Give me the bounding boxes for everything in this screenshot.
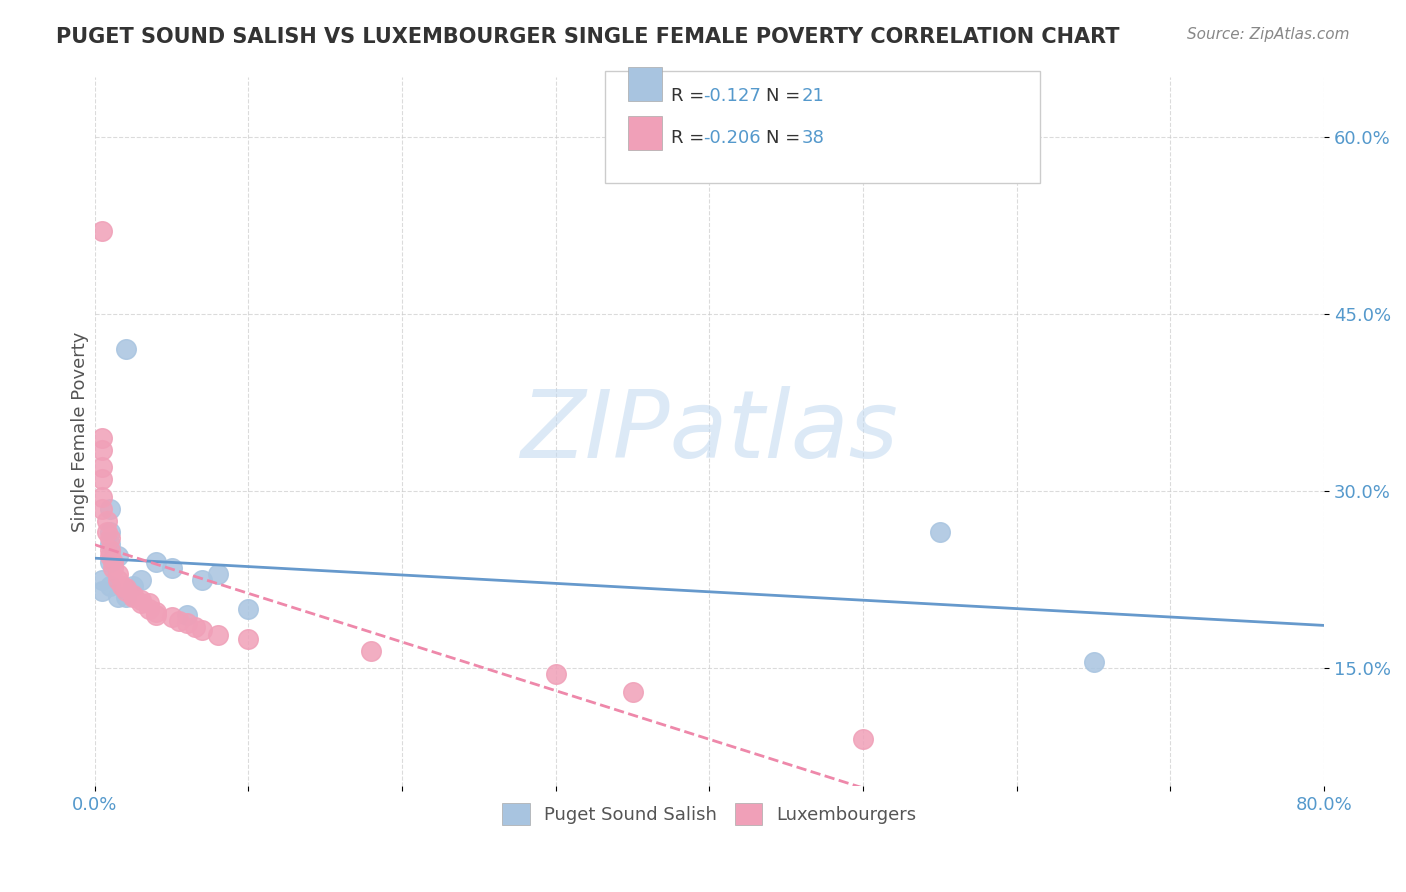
Text: R =: R = xyxy=(671,87,710,104)
Point xyxy=(145,605,167,619)
Point xyxy=(207,566,229,581)
Point xyxy=(176,616,198,631)
Point xyxy=(138,602,160,616)
Point xyxy=(238,632,260,646)
Text: ZIPatlas: ZIPatlas xyxy=(520,386,898,477)
Point xyxy=(98,501,121,516)
Point xyxy=(96,514,118,528)
Point xyxy=(91,472,114,486)
Point xyxy=(114,343,136,357)
Point xyxy=(207,628,229,642)
Text: 21: 21 xyxy=(801,87,824,104)
Point xyxy=(96,525,118,540)
Point xyxy=(98,555,121,569)
Point xyxy=(91,584,114,599)
Point xyxy=(91,460,114,475)
Text: PUGET SOUND SALISH VS LUXEMBOURGER SINGLE FEMALE POVERTY CORRELATION CHART: PUGET SOUND SALISH VS LUXEMBOURGER SINGL… xyxy=(56,27,1119,46)
Point xyxy=(98,531,121,545)
Point xyxy=(122,578,145,592)
Point xyxy=(91,442,114,457)
Point xyxy=(183,620,205,634)
Point xyxy=(91,431,114,445)
Point xyxy=(98,549,121,563)
Y-axis label: Single Female Poverty: Single Female Poverty xyxy=(72,332,89,533)
Point xyxy=(91,224,114,238)
Text: N =: N = xyxy=(766,87,806,104)
Point xyxy=(122,591,145,605)
Point xyxy=(103,561,125,575)
Text: Source: ZipAtlas.com: Source: ZipAtlas.com xyxy=(1187,27,1350,42)
Point xyxy=(191,624,214,638)
Point xyxy=(107,591,129,605)
Text: R =: R = xyxy=(671,129,710,147)
Point xyxy=(852,732,875,747)
Point xyxy=(114,591,136,605)
Point xyxy=(129,573,152,587)
Legend: Puget Sound Salish, Luxembourgers: Puget Sound Salish, Luxembourgers xyxy=(494,794,925,834)
Point xyxy=(176,608,198,623)
Point xyxy=(129,596,152,610)
Point xyxy=(114,584,136,599)
Point xyxy=(98,537,121,551)
Point xyxy=(145,608,167,623)
Text: -0.127: -0.127 xyxy=(703,87,761,104)
Text: -0.206: -0.206 xyxy=(703,129,761,147)
Point xyxy=(138,596,160,610)
Point xyxy=(103,555,125,569)
Point xyxy=(111,578,134,592)
Point xyxy=(191,573,214,587)
Point xyxy=(114,581,136,595)
Point xyxy=(107,566,129,581)
Point xyxy=(160,561,183,575)
Point xyxy=(160,610,183,624)
Point xyxy=(98,578,121,592)
Point xyxy=(91,490,114,504)
Point xyxy=(91,501,114,516)
Point xyxy=(91,573,114,587)
Point xyxy=(122,588,145,602)
Point xyxy=(129,592,152,607)
Point xyxy=(107,549,129,563)
Point xyxy=(929,525,952,540)
Text: 38: 38 xyxy=(801,129,824,147)
Point xyxy=(98,543,121,558)
Point xyxy=(145,555,167,569)
Point xyxy=(1083,656,1105,670)
Point xyxy=(360,643,382,657)
Point xyxy=(621,685,644,699)
Point xyxy=(107,573,129,587)
Point xyxy=(238,602,260,616)
Text: N =: N = xyxy=(766,129,806,147)
Point xyxy=(544,667,567,681)
Point xyxy=(98,525,121,540)
Point xyxy=(169,614,191,628)
